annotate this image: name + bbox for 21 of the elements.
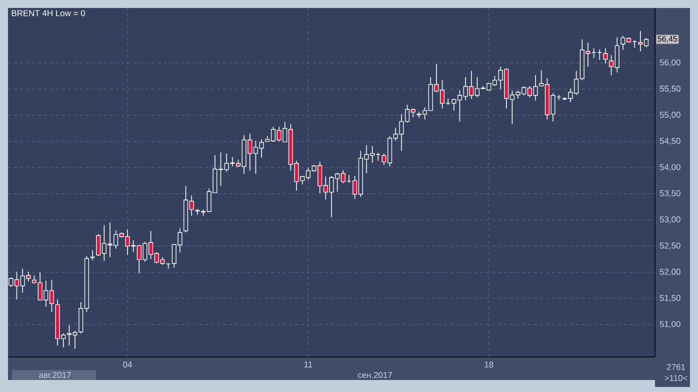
text: авг.2017	[39, 372, 71, 378]
chart-title: BRENT 4H Low = 0	[12, 10, 85, 16]
y-tick-label: 54,00	[660, 164, 680, 172]
y-tick-label: 56,00	[660, 59, 680, 66]
candlestick	[90, 250, 95, 261]
x-tick-label: 18	[484, 362, 494, 368]
text: 2761	[667, 364, 686, 370]
y-tick-label: 53,00	[660, 216, 680, 224]
y-tick-label: 55,00	[660, 112, 680, 119]
x-tick-label: 04	[123, 362, 132, 368]
y-tick-label: 52,50	[660, 242, 680, 250]
candlestick	[603, 48, 608, 64]
text: >110<	[664, 375, 688, 381]
x-tick-label: 11	[304, 362, 312, 368]
y-tick-label: 51,00	[660, 321, 680, 328]
y-tick-label: 55,50	[660, 86, 680, 93]
y-tick-label: 51,50	[660, 294, 680, 302]
y-tick-label: 53,50	[660, 190, 680, 198]
y-tick-label: 52,00	[660, 268, 680, 276]
text: сен.2017	[358, 372, 392, 378]
y-tick-label: 54,50	[660, 138, 680, 145]
